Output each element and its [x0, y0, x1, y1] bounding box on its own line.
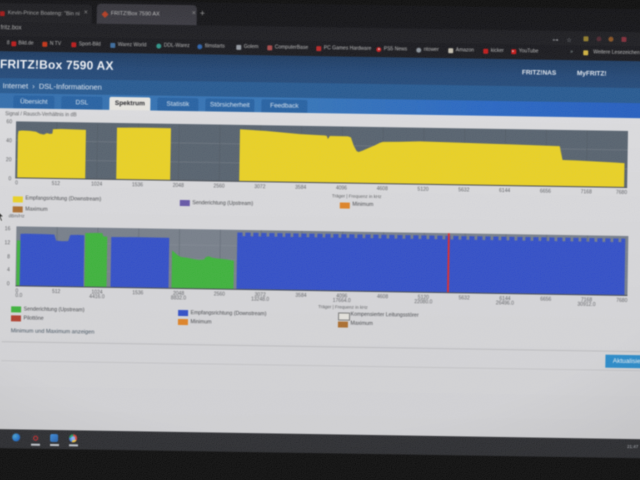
svg-text:1024: 1024: [91, 182, 102, 188]
svg-text:30912.0: 30912.0: [577, 302, 595, 308]
svg-text:5632: 5632: [458, 187, 469, 193]
svg-text:3584: 3584: [295, 185, 306, 191]
svg-text:4416.0: 4416.0: [89, 294, 105, 300]
svg-text:3072: 3072: [254, 184, 265, 190]
svg-text:4608: 4608: [377, 186, 388, 192]
svg-text:512: 512: [52, 181, 61, 187]
svg-text:6144: 6144: [499, 188, 510, 194]
svg-text:7168: 7168: [581, 189, 592, 195]
svg-text:4096: 4096: [336, 185, 347, 191]
svg-text:26496.0: 26496.0: [496, 300, 514, 306]
svg-text:2560: 2560: [213, 183, 224, 189]
svg-text:7680: 7680: [616, 190, 627, 196]
svg-text:6656: 6656: [540, 297, 551, 303]
svg-text:13248.0: 13248.0: [251, 297, 269, 303]
svg-text:3584: 3584: [295, 293, 306, 299]
svg-text:0: 0: [15, 180, 18, 186]
svg-text:5632: 5632: [459, 295, 470, 301]
svg-text:8832.0: 8832.0: [171, 295, 187, 301]
svg-text:512: 512: [52, 289, 61, 295]
svg-text:6656: 6656: [540, 189, 551, 195]
svg-text:0.0: 0.0: [15, 293, 22, 299]
svg-text:5120: 5120: [417, 187, 428, 193]
svg-text:4608: 4608: [377, 294, 388, 300]
svg-text:1536: 1536: [132, 182, 143, 188]
svg-text:7680: 7680: [616, 298, 627, 304]
svg-text:2048: 2048: [173, 183, 184, 189]
svg-text:2560: 2560: [214, 292, 225, 298]
svg-text:1536: 1536: [132, 290, 143, 296]
svg-text:22080.0: 22080.0: [414, 299, 432, 305]
